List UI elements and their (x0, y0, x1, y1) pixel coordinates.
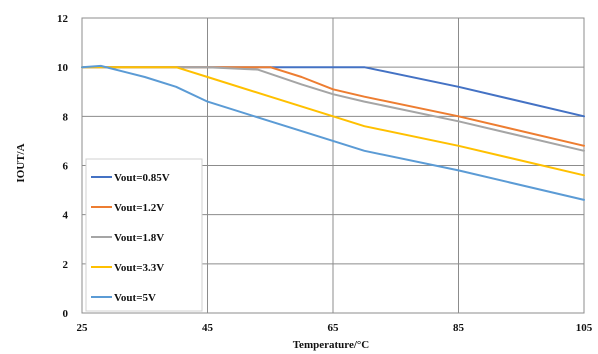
y-axis-title: IOUT/A (15, 143, 27, 182)
legend-label: Vout=5V (114, 292, 156, 304)
legend-label: Vout=1.8V (114, 232, 164, 244)
y-tick-label: 4 (63, 210, 69, 222)
x-tick-label: 45 (202, 322, 214, 334)
series-line-4 (81, 66, 585, 177)
x-tick-label: 65 (328, 322, 340, 334)
legend-box (85, 158, 203, 312)
legend-label: Vout=3.3V (114, 262, 164, 274)
legend-label: Vout=1.2V (114, 202, 164, 214)
x-tick-label: 105 (576, 322, 593, 334)
x-tick-label: 85 (453, 322, 465, 334)
y-tick-label: 12 (57, 13, 69, 25)
series-line-3 (81, 66, 585, 152)
y-tick-label: 10 (57, 62, 69, 74)
legend-label: Vout=0.85V (114, 172, 170, 184)
x-tick-labels: 25 45 65 85 105 (77, 322, 593, 334)
x-tick-label: 25 (77, 322, 89, 334)
series-lines (81, 64, 585, 201)
series-line-5 (81, 64, 585, 201)
x-axis-title: Temperature/°C (293, 339, 370, 351)
y-tick-label: 6 (63, 161, 69, 173)
y-tick-label: 2 (63, 259, 69, 271)
y-tick-label: 0 (63, 308, 69, 320)
legend: Vout=0.85V Vout=1.2V Vout=1.8V Vout=3.3V Vou… (85, 158, 203, 312)
y-tick-labels: 0 2 4 6 8 10 12 (57, 13, 69, 320)
y-tick-label: 8 (63, 111, 69, 123)
